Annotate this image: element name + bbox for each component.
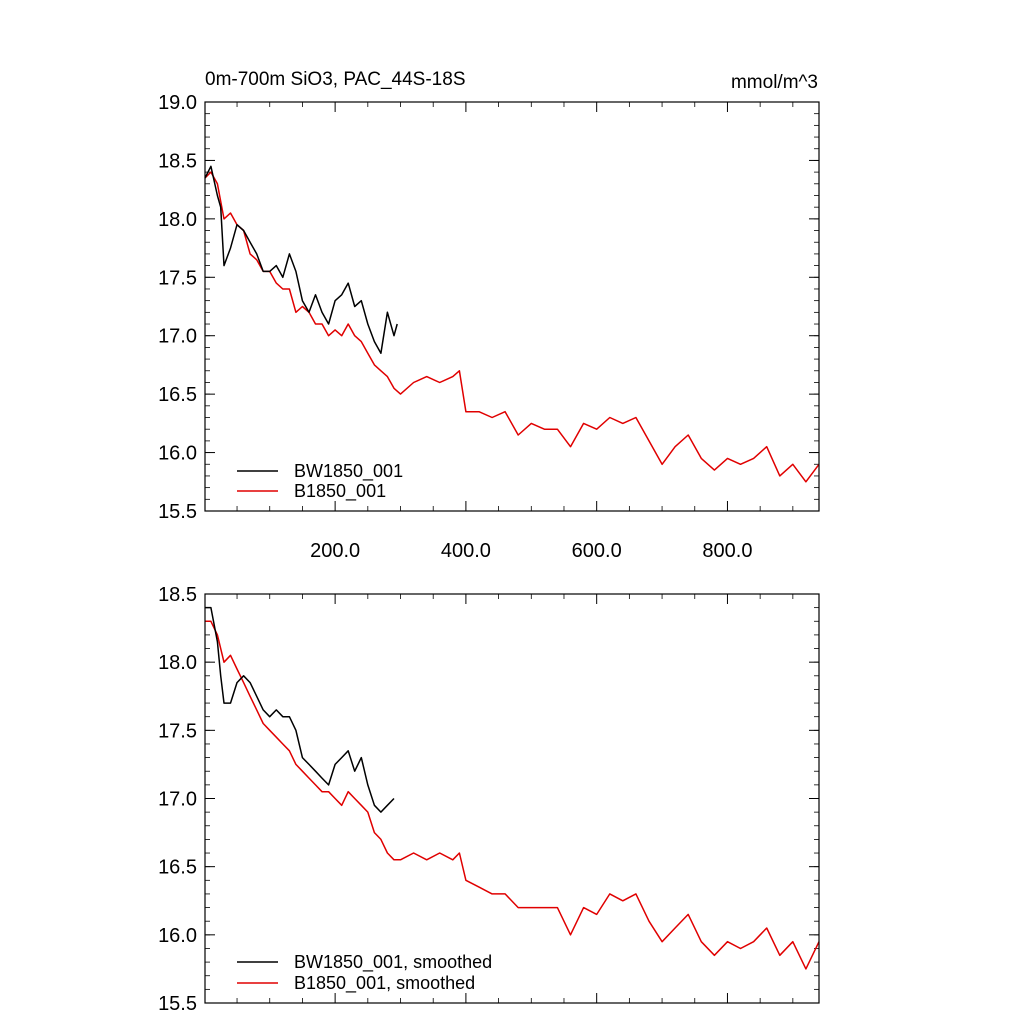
bottom-legend: BW1850_001, smoothed B1850_001, smoothed (237, 952, 492, 994)
y-tick-label: 16.5 (158, 384, 197, 406)
legend-label-b1850: B1850_001 (294, 481, 386, 502)
y-tick-label: 18.5 (158, 150, 197, 172)
legend-label-bw1850: BW1850_001 (294, 461, 403, 482)
top-panel: 0m-700m SiO3, PAC_44S-18S mmol/m^3 15.51… (158, 69, 820, 562)
y-tick-label: 16.0 (158, 443, 197, 465)
y-tick-label: 18.0 (158, 209, 197, 231)
y-tick-label: 18.5 (158, 584, 197, 606)
y-tick-label: 16.0 (158, 925, 197, 947)
series-line-b1850-001 (204, 171, 820, 483)
series-line-b1850-001-smoothed (205, 620, 820, 970)
series-line-bw1850-001 (204, 165, 398, 354)
x-tick-label: 400.0 (441, 540, 491, 562)
top-panel-lines (204, 165, 820, 483)
x-tick-label: 200.0 (310, 540, 360, 562)
x-tick-label: 800.0 (702, 540, 752, 562)
legend-label-b1850-smoothed: B1850_001, smoothed (294, 973, 475, 994)
top-legend: BW1850_001 B1850_001 (237, 461, 403, 502)
y-tick-label: 17.5 (158, 267, 197, 289)
y-tick-label: 17.0 (158, 326, 197, 348)
bottom-panel-ticks: 15.5 16.0 16.5 17.0 17.5 18.0 18.5 (158, 584, 819, 1015)
y-tick-label: 19.0 (158, 92, 197, 114)
units-label: mmol/m^3 (731, 72, 818, 93)
y-tick-label: 16.5 (158, 857, 197, 879)
series-line-bw1850-001-smoothed (205, 606, 395, 813)
y-tick-label: 15.5 (158, 993, 197, 1015)
y-tick-label: 15.5 (158, 501, 197, 523)
bottom-panel: 15.5 16.0 16.5 17.0 17.5 18.0 18.5 BW1850_001,… (158, 584, 820, 1015)
top-panel-ticks: 15.5 16.0 16.5 17.0 17.5 18.0 18.5 19.0 200.0 400… (158, 92, 819, 562)
y-tick-label: 17.5 (158, 720, 197, 742)
chart-title: 0m-700m SiO3, PAC_44S-18S (205, 69, 466, 90)
bottom-plot-frame (204, 593, 820, 1004)
top-plot-frame (204, 101, 820, 512)
y-tick-label: 18.0 (158, 652, 197, 674)
x-tick-label: 600.0 (572, 540, 622, 562)
bottom-panel-lines (205, 606, 820, 970)
y-tick-label: 17.0 (158, 789, 197, 811)
legend-label-bw1850-smoothed: BW1850_001, smoothed (294, 952, 492, 973)
